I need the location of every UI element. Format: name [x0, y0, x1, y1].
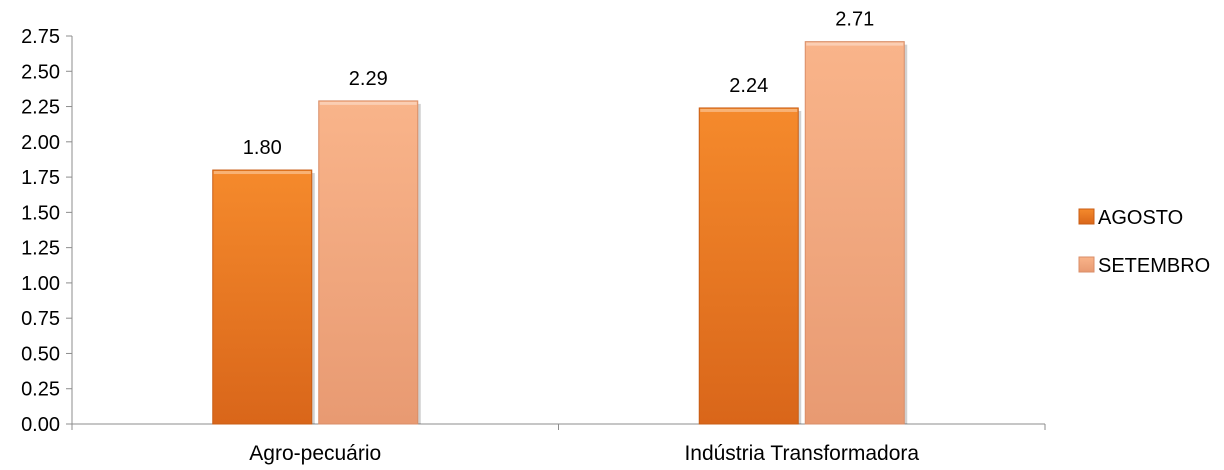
y-tick-label: 0.75 — [21, 308, 60, 330]
bar-agosto-2 — [698, 107, 799, 425]
data-label: 2.29 — [349, 68, 388, 90]
bar-highlight — [213, 171, 311, 175]
y-tick-label: 2.00 — [21, 132, 60, 154]
y-tick-label: 2.50 — [21, 61, 60, 83]
bar-setembro-1 — [318, 100, 419, 425]
data-label: 2.71 — [835, 9, 874, 31]
legend-swatch-agosto — [1078, 208, 1095, 225]
x-category-label: Agro-pecuário — [249, 442, 381, 465]
y-tick-label: 0.50 — [21, 343, 60, 365]
y-tick-label: 2.25 — [21, 97, 60, 119]
data-label: 1.80 — [243, 137, 282, 159]
bar-highlight — [806, 42, 904, 46]
legend-label-agosto: AGOSTO — [1098, 207, 1183, 229]
data-label: 2.24 — [729, 75, 768, 97]
bar-agosto-1 — [212, 169, 313, 425]
y-tick-label: 1.50 — [21, 202, 60, 224]
y-tick-label: 1.25 — [21, 238, 60, 260]
y-tick-label: 2.75 — [21, 26, 60, 48]
bar-setembro-2 — [804, 41, 905, 425]
bar-highlight — [319, 101, 417, 105]
y-tick-label: 0.00 — [21, 414, 60, 436]
legend-swatch-setembro — [1078, 256, 1095, 273]
bar-highlight — [700, 108, 798, 112]
x-category-label: Indústria Transformadora — [684, 442, 919, 465]
y-tick-label: 1.00 — [21, 273, 60, 295]
y-tick-label: 0.25 — [21, 379, 60, 401]
y-tick-label: 1.75 — [21, 167, 60, 189]
legend-label-setembro: SETEMBRO — [1098, 255, 1210, 277]
